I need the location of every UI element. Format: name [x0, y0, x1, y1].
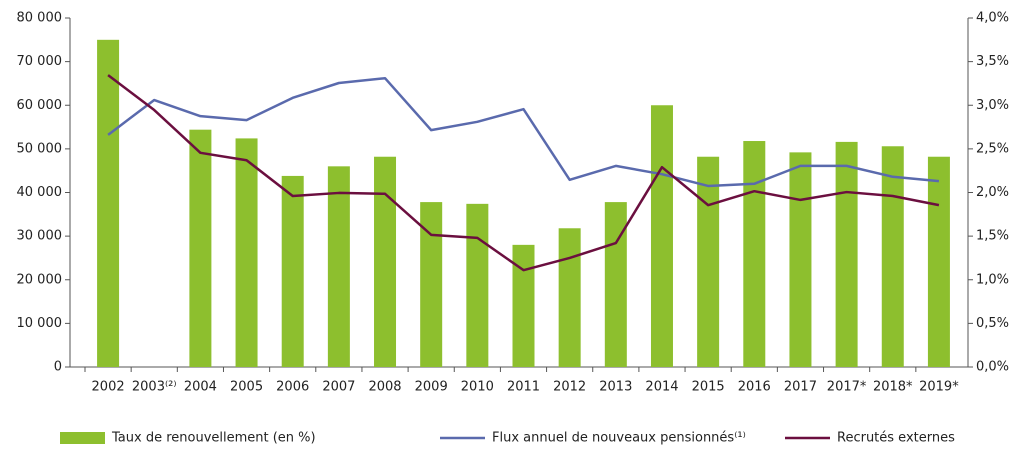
x-tick-label: 2009 — [415, 380, 448, 395]
x-tick-label: 2018* — [873, 380, 913, 395]
bar — [189, 129, 212, 367]
y2-tick-label: 0,0% — [976, 360, 1009, 375]
x-tick-label: 2003⁽²⁾ — [132, 380, 177, 395]
y-tick-label: 10 000 — [17, 316, 63, 331]
y2-tick-label: 0,5% — [976, 316, 1009, 331]
y-tick-label: 80 000 — [17, 11, 63, 26]
y-tick-label: 0 — [54, 360, 62, 375]
bar — [558, 228, 581, 367]
y2-tick-label: 3,5% — [976, 54, 1009, 69]
x-tick-label: 2010 — [461, 380, 494, 395]
x-tick-label: 2004 — [184, 380, 217, 395]
y-tick-label: 50 000 — [17, 141, 63, 156]
x-tick-label: 2017 — [784, 380, 817, 395]
bar — [743, 141, 766, 367]
legend-swatch — [60, 432, 105, 444]
line — [107, 74, 940, 272]
x-tick-label: 2005 — [230, 380, 263, 395]
x-tick-label: 2016 — [738, 380, 771, 395]
bar — [697, 156, 720, 367]
bar — [235, 138, 258, 367]
x-tick-label: 2014 — [645, 380, 678, 395]
y2-tick-label: 4,0% — [976, 11, 1009, 26]
bar — [327, 166, 350, 367]
x-tick-label: 2017* — [827, 380, 867, 395]
bar — [650, 105, 673, 367]
bar — [927, 156, 950, 367]
y-tick-label: 70 000 — [17, 54, 63, 69]
x-tick-label: 2002 — [92, 380, 125, 395]
x-tick-label: 2013 — [599, 380, 632, 395]
y2-tick-label: 3,0% — [976, 98, 1009, 113]
legend-label: Recrutés externes — [837, 431, 955, 446]
x-tick-label: 2006 — [276, 380, 309, 395]
y-tick-label: 20 000 — [17, 272, 63, 287]
x-tick-label: 2008 — [368, 380, 401, 395]
bar — [281, 175, 304, 367]
bar — [604, 202, 627, 367]
y-tick-label: 40 000 — [17, 185, 63, 200]
bar — [420, 202, 443, 367]
x-tick-label: 2007 — [322, 380, 355, 395]
bar — [374, 156, 397, 367]
y2-tick-label: 1,0% — [976, 272, 1009, 287]
x-tick-label: 2011 — [507, 380, 540, 395]
y2-tick-label: 1,5% — [976, 229, 1009, 244]
bar — [97, 39, 120, 367]
y2-tick-label: 2,5% — [976, 141, 1009, 156]
bar — [789, 152, 812, 367]
x-tick-label: 2019* — [919, 380, 959, 395]
x-tick-label: 2015 — [692, 380, 725, 395]
bar — [881, 146, 904, 367]
y-tick-label: 30 000 — [17, 229, 63, 244]
bar — [466, 203, 489, 367]
bar — [835, 141, 858, 367]
x-tick-label: 2012 — [553, 380, 586, 395]
line — [107, 76, 940, 188]
y-tick-label: 60 000 — [17, 98, 63, 113]
legend-label: Flux annuel de nouveaux pensionnés⁽¹⁾ — [492, 431, 746, 446]
legend-label: Taux de renouvellement (en %) — [111, 431, 316, 446]
bar — [512, 244, 535, 367]
y2-tick-label: 2,0% — [976, 185, 1009, 200]
